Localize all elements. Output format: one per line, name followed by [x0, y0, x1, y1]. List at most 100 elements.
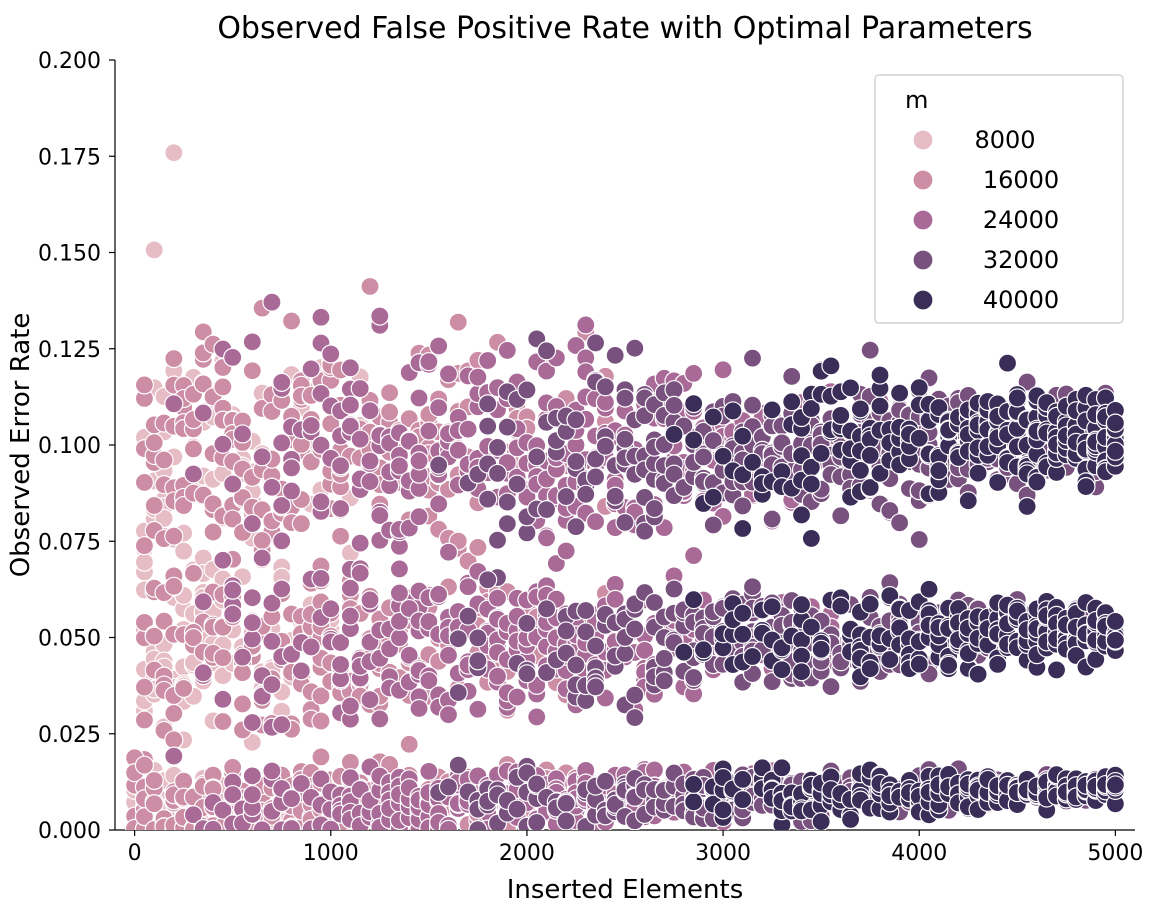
- scatter-point: [273, 580, 291, 598]
- scatter-point: [469, 538, 487, 556]
- scatter-point: [999, 354, 1017, 372]
- scatter-point: [567, 656, 585, 674]
- scatter-point: [1048, 661, 1066, 679]
- scatter-point: [704, 488, 722, 506]
- scatter-point: [263, 762, 281, 780]
- scatter-point: [498, 515, 516, 533]
- scatter-point: [538, 529, 556, 547]
- scatter-point: [194, 664, 212, 682]
- scatter-point: [744, 578, 762, 596]
- scatter-point: [135, 473, 153, 491]
- scatter-point: [283, 312, 301, 330]
- scatter-point: [704, 408, 722, 426]
- scatter-point: [763, 598, 781, 616]
- y-tick-label: 0.025: [38, 723, 101, 748]
- scatter-point: [469, 652, 487, 670]
- scatter-point: [400, 735, 418, 753]
- scatter-point: [489, 464, 507, 482]
- scatter-point: [175, 772, 193, 790]
- legend-marker: [913, 210, 933, 230]
- scatter-point: [381, 384, 399, 402]
- scatter-point: [694, 641, 712, 659]
- scatter-point: [557, 622, 575, 640]
- scatter-point: [243, 362, 261, 380]
- scatter-point: [332, 527, 350, 545]
- scatter-point: [734, 497, 752, 515]
- scatter-point: [714, 361, 732, 379]
- scatter-point: [263, 293, 281, 311]
- scatter-point: [734, 604, 752, 622]
- scatter-point: [812, 640, 830, 658]
- scatter-point: [351, 564, 369, 582]
- x-tick-label: 2000: [499, 841, 555, 866]
- legend-item-label: 40000: [983, 286, 1059, 314]
- scatter-point: [381, 403, 399, 421]
- scatter-point: [685, 775, 703, 793]
- scatter-point: [243, 614, 261, 632]
- scatter-point: [616, 513, 634, 531]
- scatter-point: [577, 485, 595, 503]
- scatter-point: [420, 422, 438, 440]
- y-tick-label: 0.125: [38, 338, 101, 363]
- scatter-point: [155, 451, 173, 469]
- scatter-point: [910, 531, 928, 549]
- scatter-point: [498, 493, 516, 511]
- scatter-point: [802, 529, 820, 547]
- scatter-point: [214, 551, 232, 569]
- scatter-point: [508, 688, 526, 706]
- chart-title: Observed False Positive Rate with Optima…: [217, 11, 1032, 46]
- scatter-point: [734, 625, 752, 643]
- scatter-point: [1077, 478, 1095, 496]
- scatter-point: [459, 578, 477, 596]
- scatter-point: [420, 353, 438, 371]
- scatter-point: [184, 564, 202, 582]
- scatter-point: [322, 600, 340, 618]
- scatter-point: [430, 399, 448, 417]
- scatter-point: [871, 397, 889, 415]
- y-tick-label: 0.150: [38, 242, 101, 267]
- scatter-point: [616, 389, 634, 407]
- scatter-point: [273, 373, 291, 391]
- scatter-point: [489, 589, 507, 607]
- scatter-point: [214, 649, 232, 667]
- scatter-point: [341, 359, 359, 377]
- scatter-point: [165, 731, 183, 749]
- scatter-point: [469, 700, 487, 718]
- scatter-point: [361, 402, 379, 420]
- scatter-point: [685, 364, 703, 382]
- scatter-point: [763, 401, 781, 419]
- scatter-point: [224, 605, 242, 623]
- scatter-point: [606, 346, 624, 364]
- y-tick-label: 0.075: [38, 530, 101, 555]
- scatter-point: [489, 438, 507, 456]
- y-tick-label: 0.200: [38, 49, 101, 74]
- y-tick-label: 0.000: [38, 819, 101, 844]
- scatter-point: [685, 591, 703, 609]
- scatter-point: [498, 341, 516, 359]
- scatter-point: [685, 395, 703, 413]
- scatter-point: [312, 493, 330, 511]
- scatter-point: [528, 708, 546, 726]
- scatter-point: [273, 434, 291, 452]
- legend-item-label: 8000: [974, 126, 1035, 154]
- scatter-point: [145, 771, 163, 789]
- scatter-point: [253, 448, 271, 466]
- scatter-point: [292, 662, 310, 680]
- scatter-point: [351, 380, 369, 398]
- scatter-point: [459, 420, 477, 438]
- scatter-point: [312, 712, 330, 730]
- scatter-point: [587, 513, 605, 531]
- scatter-point: [557, 812, 575, 830]
- scatter-point: [685, 547, 703, 565]
- scatter-point: [538, 600, 556, 618]
- scatter-point: [518, 614, 536, 632]
- scatter-point: [871, 366, 889, 384]
- scatter-point: [224, 348, 242, 366]
- scatter-point: [891, 384, 909, 402]
- scatter-point: [390, 584, 408, 602]
- scatter-point: [832, 507, 850, 525]
- scatter-point: [243, 630, 261, 648]
- x-tick-label: 5000: [1087, 841, 1143, 866]
- scatter-point: [243, 713, 261, 731]
- scatter-point: [302, 638, 320, 656]
